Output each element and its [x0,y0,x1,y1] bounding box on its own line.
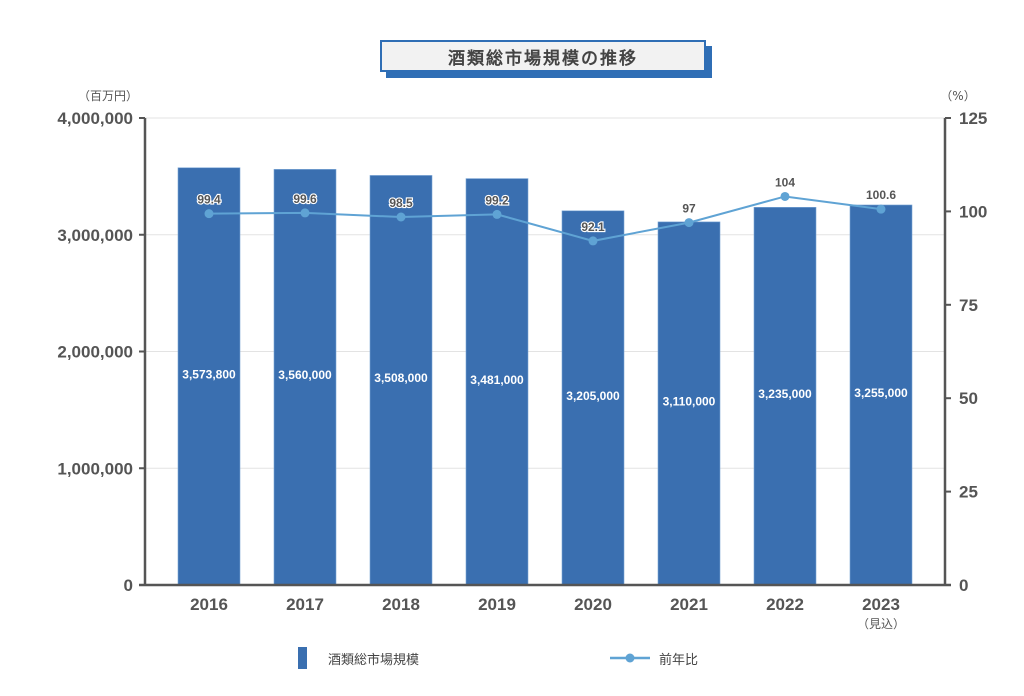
bar-value-label: 3,205,000 [566,389,620,403]
x-tick-label: 2019 [478,595,516,614]
bar-2018 [369,175,433,586]
line-path [208,195,882,242]
chart-title-box: 酒類総市場規模の推移 [380,40,712,78]
line-value-label: 99.2 [485,193,509,207]
line-value-label: 97 [682,202,696,216]
legend-line-marker-icon [625,653,635,663]
line-marker [492,209,502,219]
x-tick-label: 2021 [670,595,708,614]
gridlines [145,117,945,469]
right-tick-label: 50 [959,389,978,408]
legend: 酒類総市場規模 前年比 [298,647,698,669]
line-marker [204,209,214,219]
bar-value-label: 3,255,000 [854,386,908,400]
x-tick-label: 2022 [766,595,804,614]
line-marker [396,212,406,222]
bar-series [177,167,913,586]
line-marker [780,191,790,201]
bar-value-label: 3,508,000 [374,371,428,385]
axes: 0 1,000,000 2,000,000 3,000,000 4,000,000 0 25… [57,109,987,631]
bar-2020 [561,210,625,586]
bar-2019 [465,178,529,586]
left-tick-label: 0 [124,576,133,595]
left-tick-label: 1,000,000 [57,459,133,478]
right-tick-label: 100 [959,202,987,221]
line-value-label: 99.4 [197,193,221,207]
line-value-label: 92.1 [581,220,605,234]
bar-value-label: 3,110,000 [663,394,716,408]
bar-2022 [753,207,817,586]
bar-2016 [177,167,241,586]
left-tick-label: 4,000,000 [57,109,133,128]
line-marker [300,208,310,218]
bar-value-label: 3,560,000 [278,368,332,382]
line-value-label: 98.5 [389,196,413,210]
right-tick-label: 75 [959,296,978,315]
x-tick-label: 2023 [862,595,900,614]
line-series [204,191,886,246]
line-value-label: 100.6 [866,188,896,202]
left-axis-unit: （百万円） [78,89,138,103]
chart-title: 酒類総市場規模の推移 [380,40,706,72]
x-tick-label: 2017 [286,595,324,614]
line-value-label: 104 [775,175,795,189]
x-tick-label: 2016 [190,595,228,614]
bar-value-label: 3,235,000 [758,387,812,401]
bar-2017 [273,169,337,586]
right-axis-unit: （%） [940,89,975,103]
legend-bar-label: 酒類総市場規模 [328,652,419,668]
line-value-label: 99.6 [293,192,317,206]
legend-bar-swatch-icon [298,647,307,669]
legend-line-label: 前年比 [659,652,698,668]
left-tick-label: 2,000,000 [57,343,133,362]
x-tick-label: 2018 [382,595,420,614]
line-marker [876,204,886,214]
bar-value-label: 3,573,800 [182,367,236,381]
right-tick-label: 25 [959,483,978,502]
line-marker [588,236,598,246]
labels: 3,573,800 3,560,000 3,508,000 3,481,000 3,20… [182,174,908,408]
x-tick-label: 2020 [574,595,612,614]
right-tick-label: 125 [959,109,987,128]
bar-value-label: 3,481,000 [470,373,524,387]
line-marker [684,218,694,228]
bar-2023 [849,204,913,586]
left-tick-label: 3,000,000 [57,226,133,245]
x-tick-sublabel: （見込） [857,617,905,631]
right-tick-label: 0 [959,576,968,595]
